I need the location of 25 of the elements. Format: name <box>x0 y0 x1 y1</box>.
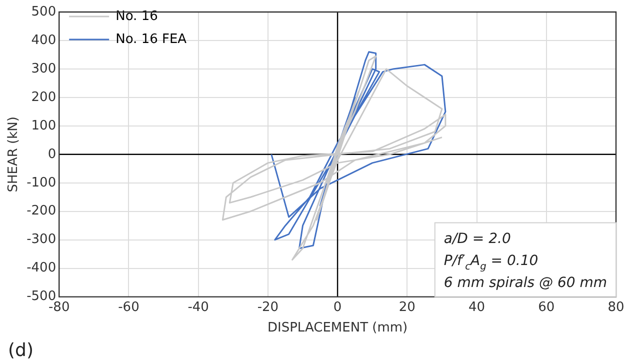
annotation: 6 mm spirals @ 60 mm <box>444 274 608 291</box>
x-tick-label: 20 <box>398 300 416 315</box>
y-tick-label: 500 <box>31 4 56 20</box>
y-axis-title: SHEAR (kN) <box>6 116 22 192</box>
y-tick-label: -400 <box>26 260 56 276</box>
x-tick-label: 80 <box>608 300 624 315</box>
x-axis-title: DISPLACEMENT (mm) <box>267 320 408 336</box>
y-tick-label: 200 <box>31 90 56 105</box>
y-tick-label: 400 <box>31 32 56 48</box>
y-tick-label: 300 <box>31 61 56 76</box>
x-tick-label: 40 <box>468 300 486 315</box>
x-tick-label: -40 <box>188 300 209 315</box>
text: (d) <box>8 340 34 360</box>
x-tick-label: -60 <box>118 300 140 315</box>
legend-label: No. 16 FEA <box>116 32 187 47</box>
y-tick-label: 0 <box>48 146 56 162</box>
y-tick-label: -100 <box>26 175 56 190</box>
x-tick-label: 60 <box>538 300 555 315</box>
y-tick-label: -200 <box>26 204 56 219</box>
annotation: a/D = 2.0 <box>444 230 511 247</box>
x-tick-label: 0 <box>333 300 342 315</box>
y-tick-label: -300 <box>26 232 56 248</box>
x-tick-label: -20 <box>257 300 279 315</box>
x-tick-label: -80 <box>48 300 70 315</box>
y-tick-label: 100 <box>31 118 56 134</box>
